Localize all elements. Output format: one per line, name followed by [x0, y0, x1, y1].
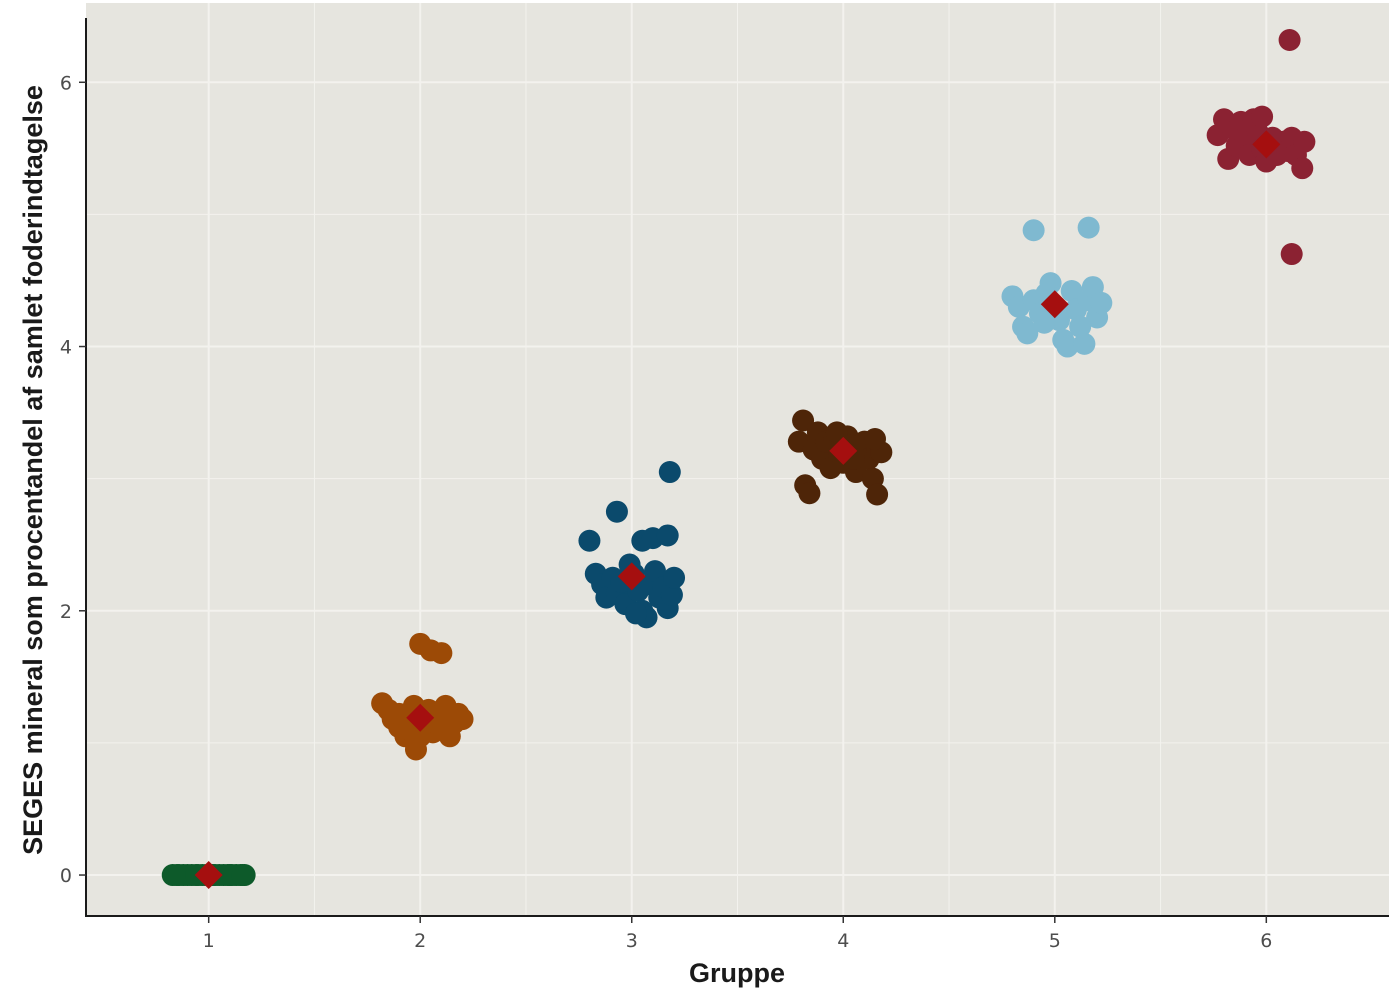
- data-point-group-5: [1016, 322, 1039, 345]
- data-point-group-4: [866, 483, 889, 506]
- data-point-group-4: [792, 409, 815, 432]
- data-point-group-6: [1251, 105, 1274, 128]
- y-tick-label: 0: [60, 865, 72, 887]
- data-point-group-3: [605, 500, 628, 523]
- x-tick-label: 2: [414, 930, 426, 952]
- data-point-group-5: [1077, 216, 1100, 239]
- mean-markers: [194, 130, 1281, 890]
- mean-marker-group-2: [406, 703, 435, 732]
- data-point-group-5: [1060, 280, 1083, 303]
- data-point-group-5: [1073, 332, 1096, 355]
- data-point-group-2: [430, 642, 453, 665]
- y-tick-label: 6: [60, 72, 72, 94]
- y-axis-title: SEGES mineral som procentandel af samlet…: [18, 85, 48, 855]
- data-point-group-6: [1280, 243, 1303, 266]
- data-point-group-1: [231, 864, 254, 887]
- x-tick-label: 3: [626, 930, 638, 952]
- x-tick-label: 4: [837, 930, 849, 952]
- data-point-group-3: [624, 602, 647, 625]
- data-point-group-6: [1278, 28, 1301, 51]
- data-point-group-3: [578, 529, 601, 552]
- data-point-group-3: [663, 566, 686, 589]
- data-point-group-1: [168, 864, 191, 887]
- data-point-group-5: [1056, 335, 1079, 358]
- data-point-group-2: [388, 702, 411, 725]
- data-point-group-4: [798, 482, 821, 505]
- data-point-group-5: [1033, 311, 1056, 334]
- x-axis-title: Gruppe: [689, 958, 785, 988]
- data-point-group-3: [658, 461, 681, 484]
- data-point-group-5: [1022, 219, 1045, 242]
- data-point-group-2: [451, 708, 474, 731]
- data-point-group-3: [660, 583, 683, 606]
- data-point-group-6: [1291, 157, 1314, 180]
- mean-marker-group-5: [1040, 290, 1069, 319]
- mean-marker-group-4: [829, 436, 858, 465]
- grid-lines: [86, 3, 1389, 916]
- data-point-group-6: [1293, 130, 1316, 153]
- x-tick-label: 5: [1049, 930, 1061, 952]
- data-point-group-5: [1039, 272, 1062, 295]
- y-tick-label: 2: [60, 601, 72, 623]
- data-point-group-5: [1069, 315, 1092, 338]
- mean-marker-group-1: [194, 861, 223, 890]
- data-point-group-5: [1090, 291, 1113, 314]
- mean-marker-group-6: [1252, 130, 1281, 159]
- data-point-group-3: [656, 524, 679, 547]
- x-tick-label: 1: [203, 930, 215, 952]
- axis-ticks: 0 2 4 6 1 2 3 4 5 6: [60, 72, 1272, 952]
- mean-marker-group-3: [617, 562, 646, 591]
- y-tick-label: 4: [60, 337, 72, 359]
- x-tick-label: 6: [1260, 930, 1272, 952]
- data-point-group-4: [863, 428, 886, 451]
